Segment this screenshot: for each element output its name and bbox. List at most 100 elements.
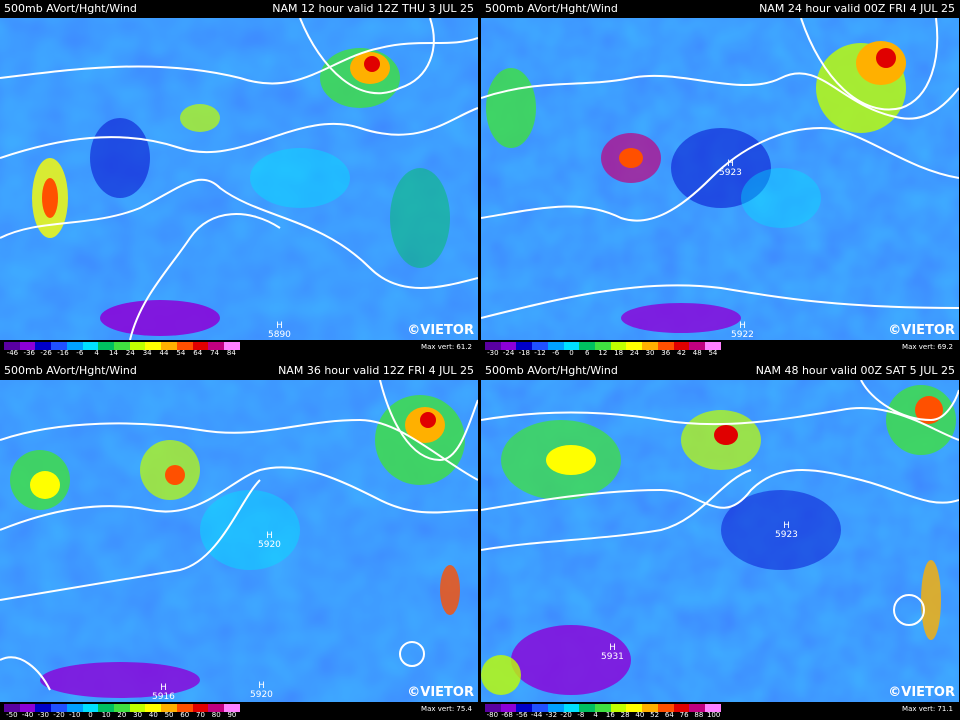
colorbar-swatch <box>51 704 67 712</box>
colorbar-tick-label: -20 <box>53 711 65 719</box>
colorbar-ticks: -30 -24 -18 -12 -6 0 6 12 18 24 30 36 42 48 54 <box>485 349 721 358</box>
high-letter: H <box>276 321 283 331</box>
colorbar-swatch <box>35 704 52 712</box>
vorticity-map <box>0 18 478 340</box>
colorbar-tick-label: -32 <box>545 711 558 719</box>
colorbar-swatch <box>595 704 611 712</box>
colorbar-tick-label: -68 <box>501 711 513 719</box>
high-letter: H <box>160 683 167 693</box>
colorbar-tick-label: 24 <box>125 349 135 357</box>
vort-blobs <box>481 385 956 695</box>
colorbar-swatch <box>98 704 115 712</box>
panel-header: 500mb AVort/Hght/Wind NAM 36 hour valid … <box>0 362 478 380</box>
colorbar-tick-label: -50 <box>6 711 18 719</box>
colorbar-tick-label: -18 <box>518 349 531 357</box>
colorbar-swatch <box>161 342 177 350</box>
colorbar-swatch <box>98 342 115 350</box>
panel-valid-time: NAM 48 hour valid 00Z SAT 5 JUL 25 <box>755 364 955 377</box>
panel-title: 500mb AVort/Hght/Wind <box>485 364 618 377</box>
colorbar-tick-label: 14 <box>109 349 118 357</box>
colorbar-swatch <box>485 704 501 712</box>
high-value: 5923 <box>775 530 798 540</box>
colorbar-tick-label: 28 <box>620 711 630 719</box>
colorbar-tick-label: -36 <box>23 349 35 357</box>
colorbar-tick-label: 40 <box>635 711 645 719</box>
colorbar-swatch <box>626 704 643 712</box>
colorbar-tick-label: 80 <box>211 711 221 719</box>
colorbar-swatch <box>176 704 193 712</box>
colorbar-tick-label: 12 <box>598 349 608 357</box>
height-contours <box>481 380 959 551</box>
colorbar <box>485 704 721 712</box>
colorbar-tick-label: 24 <box>629 349 639 357</box>
colorbar-swatch <box>66 704 83 712</box>
colorbar-swatch <box>35 342 52 350</box>
colorbar-swatch <box>642 704 658 712</box>
max-vorticity: Max vert: 75.4 <box>421 705 472 713</box>
panel-valid-time: NAM 24 hour valid 00Z FRI 4 JUL 25 <box>759 2 955 15</box>
high-value: 5890 <box>268 330 291 340</box>
colorbar-tick-label: -40 <box>21 711 34 719</box>
colorbar-swatch <box>673 342 690 350</box>
colorbar-tick-label: 76 <box>679 711 689 719</box>
colorbar-tick-label: 18 <box>614 349 624 357</box>
high-value: 5923 <box>719 168 742 178</box>
max-vorticity: Max vert: 61.2 <box>421 343 472 351</box>
colorbar-swatch <box>145 704 162 712</box>
high-center-label: H 5923 <box>719 160 742 178</box>
colorbar-swatch <box>19 704 36 712</box>
colorbar-swatch <box>114 704 130 712</box>
colorbar-tick-label: 74 <box>210 349 219 357</box>
high-center-label: H 5931 <box>601 644 624 662</box>
colorbar-tick-label: -30 <box>487 349 499 357</box>
colorbar-tick-label: 36 <box>661 349 671 357</box>
colorbar-tick-label: 70 <box>196 711 205 719</box>
colorbar-swatch <box>208 704 225 712</box>
colorbar-tick-label: 30 <box>133 711 143 719</box>
high-center-label: H 5922 <box>731 322 754 340</box>
colorbar-swatch <box>563 342 580 350</box>
colorbar-tick-label: -24 <box>502 349 515 357</box>
colorbar-tick-label: -6 <box>552 349 560 357</box>
height-contours <box>0 380 478 691</box>
colorbar-tick-label: 84 <box>226 349 236 357</box>
colorbar-swatch <box>19 342 36 350</box>
panel-valid-time: NAM 12 hour valid 12Z THU 3 JUL 25 <box>272 2 474 15</box>
vort-blobs <box>486 41 906 333</box>
panel-header: 500mb AVort/Hght/Wind NAM 24 hour valid … <box>481 0 959 18</box>
colorbar-swatch <box>4 704 20 712</box>
map-panel-36h: 500mb AVort/Hght/Wind NAM 36 hour valid … <box>0 362 478 720</box>
colorbar-swatch <box>145 342 162 350</box>
colorbar-swatch <box>82 704 99 712</box>
panel-title: 500mb AVort/Hght/Wind <box>485 2 618 15</box>
colorbar-footer: -30 -24 -18 -12 -6 0 6 12 18 24 30 36 42 48 54 Max ver… <box>481 340 959 358</box>
colorbar-tick-label: 0 <box>569 349 574 357</box>
high-center-label: H 5916 <box>152 684 175 702</box>
colorbar-tick-label: -6 <box>76 349 84 357</box>
colorbar-swatch <box>532 704 548 712</box>
colorbar-tick-label: 40 <box>148 711 158 719</box>
colorbar-swatch <box>516 704 533 712</box>
colorbar-tick-label: 34 <box>142 349 152 357</box>
colorbar-swatch <box>129 342 146 350</box>
vorticity-map <box>0 380 478 702</box>
map-panel-48h: 500mb AVort/Hght/Wind NAM 48 hour valid … <box>481 362 959 720</box>
panel-title: 500mb AVort/Hght/Wind <box>4 2 137 15</box>
colorbar-tick-label: -80 <box>486 711 499 719</box>
colorbar-swatch <box>161 704 177 712</box>
colorbar-ticks: -50 -40 -30 -20 -10 0 10 20 30 40 50 60 70 80 90 <box>4 711 240 720</box>
colorbar-swatch <box>82 342 99 350</box>
colorbar-tick-label: -8 <box>577 711 585 719</box>
colorbar-swatch <box>532 342 548 350</box>
colorbar-footer: -46 -36 -26 -16 -6 4 14 24 34 44 54 64 74 84 Max vert… <box>0 340 478 358</box>
colorbar-swatch <box>642 342 658 350</box>
colorbar-swatch <box>705 704 721 712</box>
colorbar-tick-label: 44 <box>159 349 169 357</box>
colorbar-footer: -50 -40 -30 -20 -10 0 10 20 30 40 50 60 70 80 90 Max v… <box>0 702 478 720</box>
colorbar-tick-label: 60 <box>180 711 190 719</box>
high-value: 5931 <box>601 652 624 662</box>
panel-header: 500mb AVort/Hght/Wind NAM 48 hour valid … <box>481 362 959 380</box>
high-center-label: H 5920 <box>250 682 273 700</box>
colorbar-tick-label: 48 <box>692 349 702 357</box>
max-vorticity: Max vert: 71.1 <box>902 705 953 713</box>
